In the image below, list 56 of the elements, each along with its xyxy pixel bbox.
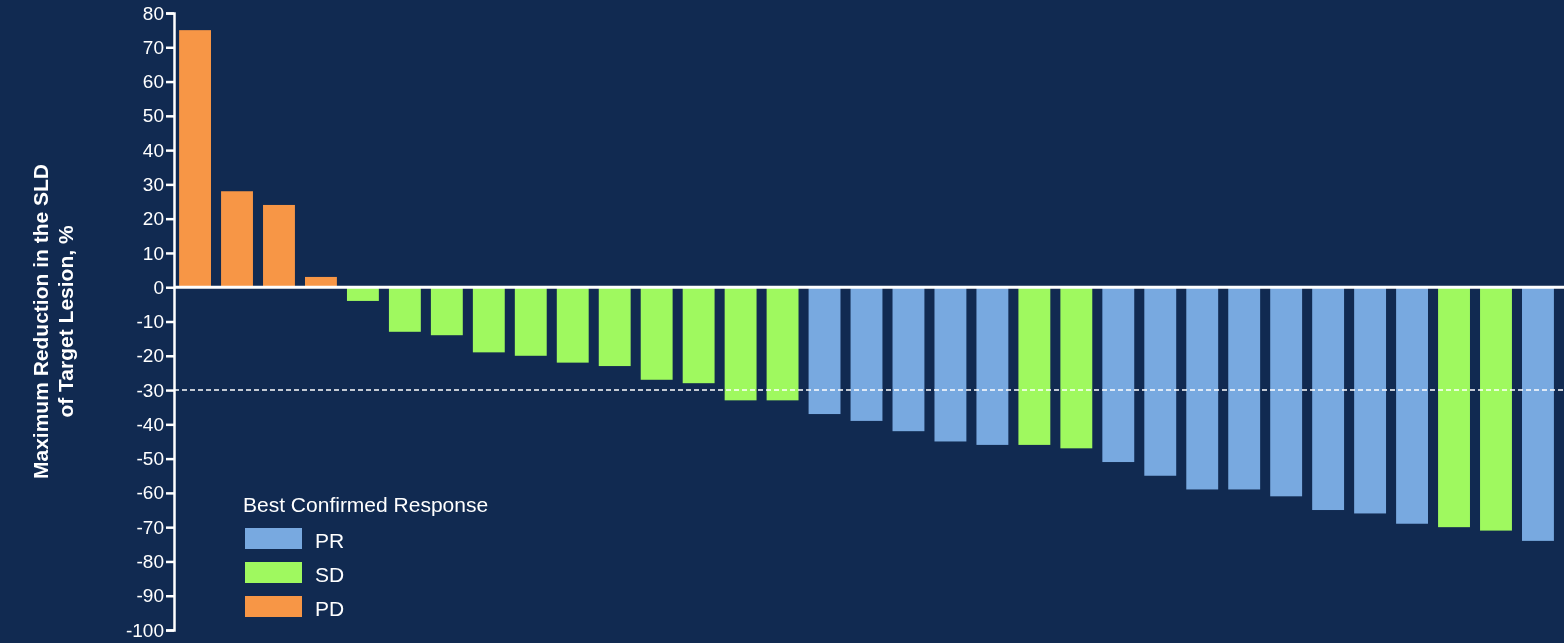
legend-label: PD (315, 597, 345, 620)
legend-title: Best Confirmed Response (243, 493, 489, 516)
y-axis-title: Maximum Reduction in the SLD of Target Lesion, % (28, 163, 77, 480)
bar (892, 287, 925, 432)
bar (430, 287, 463, 336)
bar (934, 287, 967, 442)
y-tick-label: -20 (136, 345, 164, 367)
bar (388, 287, 421, 332)
bar (766, 287, 799, 401)
y-tick-label: 40 (142, 139, 164, 161)
bar (850, 287, 883, 421)
bar (1312, 287, 1345, 511)
bar (1522, 287, 1554, 541)
y-tick-label: 60 (142, 71, 164, 93)
bar (976, 287, 1009, 445)
bar (808, 287, 841, 415)
y-tick-label: 10 (142, 242, 164, 264)
bar (1354, 287, 1387, 514)
bar (1228, 287, 1261, 490)
legend-label: SD (315, 563, 345, 586)
y-tick-label: -70 (136, 516, 164, 538)
bar (472, 287, 505, 353)
bar (179, 30, 211, 288)
legend-label: PR (315, 529, 345, 552)
y-tick-label: -30 (136, 379, 164, 401)
bar (682, 287, 715, 384)
bar (724, 287, 757, 401)
bar (1438, 287, 1470, 528)
bar (556, 287, 589, 363)
y-tick-label: 80 (142, 2, 164, 24)
y-tick-label: -40 (136, 413, 164, 435)
bar (514, 287, 547, 356)
bar (640, 287, 673, 380)
y-tick-label: -50 (136, 448, 164, 470)
y-tick-label: -100 (125, 619, 164, 641)
bar (263, 204, 295, 288)
bar (1018, 287, 1051, 445)
bar (598, 287, 631, 367)
y-tick-label: 0 (153, 276, 164, 298)
y-tick-label: 20 (142, 208, 164, 230)
bar (305, 276, 337, 288)
bar (1270, 287, 1303, 497)
bar (221, 191, 253, 288)
bar (1186, 287, 1219, 490)
y-tick-label: -10 (136, 311, 164, 333)
bar (1144, 287, 1177, 476)
y-tick-label: 50 (142, 105, 164, 127)
y-tick-label: -60 (136, 482, 164, 504)
y-tick-label: 70 (142, 36, 164, 58)
bar (1060, 287, 1093, 449)
bar (1396, 287, 1428, 524)
bar (1102, 287, 1135, 463)
y-tick-label: -80 (136, 551, 164, 573)
y-tick-label: 30 (142, 173, 164, 195)
y-tick-label: -90 (136, 585, 164, 607)
bar (1480, 287, 1512, 531)
